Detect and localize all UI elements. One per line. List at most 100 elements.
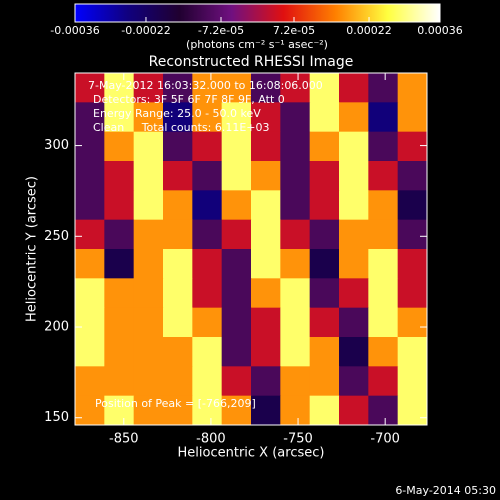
heatmap-cell [75,307,105,338]
heatmap-cell [221,73,252,103]
heatmap-cell [104,278,135,309]
y-axis-label: Heliocentric Y (arcsec) [25,176,40,322]
heatmap-cell [163,249,193,279]
y-tick-label: 150 [44,410,69,425]
heatmap-cell [221,102,252,133]
heatmap-cell [368,73,399,103]
heatmap-cell [397,249,428,279]
heatmap-cell [368,307,399,338]
heatmap-cell [221,395,252,426]
heatmap-cell [75,131,105,162]
heatmap-cell [104,249,135,279]
heatmap-cell [339,249,369,279]
heatmap-cell [368,161,399,191]
heatmap-cell [104,190,135,221]
heatmap-cell [163,395,193,426]
annotation: Clean Total counts: 6.11E+03 [93,121,270,134]
heatmap-cell [163,190,193,221]
heatmap-cell [104,73,135,103]
heatmap-cell [163,366,193,397]
heatmap-cell [221,337,252,367]
heatmap-cell [221,249,252,279]
heatmap-cell [309,249,340,279]
heatmap-cell [397,190,428,221]
heatmap-cell [339,337,369,367]
heatmap-cell [368,337,399,367]
colorbar [74,3,441,23]
heatmap-cell [221,307,252,338]
heatmap-cell [163,278,193,309]
heatmap-cell [280,219,311,250]
heatmap-cell [251,366,281,397]
heatmap-cell [104,131,135,162]
heatmap-cell [280,395,311,426]
heatmap-cell [309,395,340,426]
heatmap-cell [133,161,164,191]
y-tick-label: 250 [44,229,69,244]
annotation: Position of Peak = [-766,209] [95,397,256,410]
heatmap-cell [397,307,428,338]
y-tick-label: 300 [44,138,69,153]
heatmap-cell [397,102,428,133]
heatmap-cell [192,161,223,191]
heatmap-cell [309,161,340,191]
heatmap-cell [75,219,105,250]
colorbar-tick-label: 7.2e-05 [273,24,315,37]
heatmap-cell [397,278,428,309]
heatmap-cell [251,190,281,221]
heatmap-cell [309,307,340,338]
heatmap-cell [309,219,340,250]
heatmap-cell [163,131,193,162]
annotation: Energy Range: 25.0 - 50.0 keV [93,107,261,120]
heatmap-cell [221,278,252,309]
heatmap-cell [133,395,164,426]
heatmap-cell [397,366,428,397]
heatmap-cell [280,307,311,338]
heatmap-cell [104,219,135,250]
heatmap-cell [251,161,281,191]
x-tick-label: -850 [109,432,139,447]
heatmap-cell [192,73,223,103]
heatmap-cell [309,278,340,309]
heatmap-cell [104,307,135,338]
heatmap-cell [397,161,428,191]
heatmap-cell [397,395,428,426]
heatmap-cell [309,102,340,133]
heatmap-cell [133,366,164,397]
heatmap-cell [163,337,193,367]
heatmap-cell [221,161,252,191]
heatmap-cell [397,131,428,162]
heatmap-cell [339,366,369,397]
colorbar-tick-label: 0.00036 [417,24,463,37]
heatmap-cell [104,161,135,191]
heatmap-cell [163,219,193,250]
heatmap-cell [251,249,281,279]
colorbar-label: (photons cm⁻² s⁻¹ asec⁻²) [186,38,328,51]
heatmap-cell [192,395,223,426]
heatmap-cell [75,249,105,279]
heatmap-cell [339,102,369,133]
heatmap-cell [133,190,164,221]
footer-date: 6-May-2014 05:30 [395,484,496,497]
heatmap-cell [368,278,399,309]
heatmap-cell [309,366,340,397]
heatmap-cell [221,190,252,221]
heatmap-cell [75,102,105,133]
x-tick-label: -800 [196,432,226,447]
heatmap-cell [309,73,340,103]
heatmap-cell [133,249,164,279]
heatmap-cell [280,278,311,309]
heatmap-cell [163,307,193,338]
heatmap-cell [192,366,223,397]
heatmap-cell [192,219,223,250]
colorbar-tick-label: -0.00022 [121,24,170,37]
heatmap-cell [251,131,281,162]
heatmap-cell [75,278,105,309]
heatmap-cell [397,219,428,250]
heatmap-cell [104,102,135,133]
x-tick-label: -750 [283,432,313,447]
chart-title: Reconstructed RHESSI Image [149,54,354,70]
heatmap-cell [133,337,164,367]
annotation: 7-May-2012 16:03:32.000 to 16:08:06.000 [88,79,323,92]
heatmap-cell [104,395,135,426]
